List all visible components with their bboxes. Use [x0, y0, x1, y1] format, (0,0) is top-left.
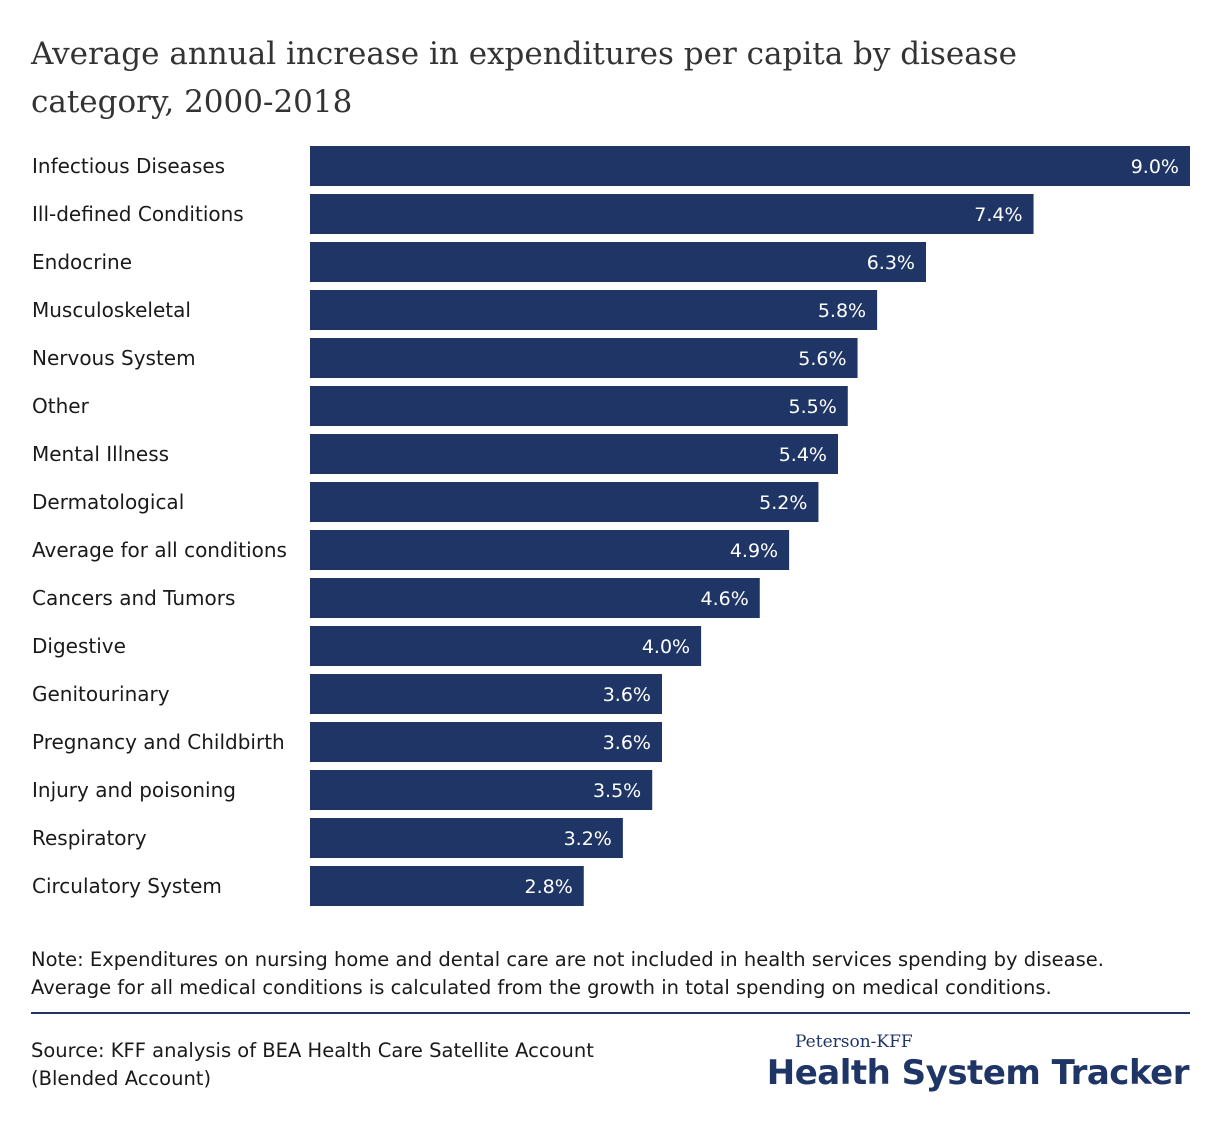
- source-line-1: Source: KFF analysis of BEA Health Care …: [31, 1039, 594, 1062]
- bar-value-label: 2.8%: [524, 876, 572, 898]
- bar-value-label: 9.0%: [1131, 156, 1179, 178]
- chart-source: Source: KFF analysis of BEA Health Care …: [31, 1037, 671, 1093]
- bar-value-label: 7.4%: [974, 204, 1022, 226]
- chart-note: Note: Expenditures on nursing home and d…: [31, 946, 1201, 1002]
- bar: [310, 146, 1190, 186]
- bar-value-label: 5.5%: [788, 396, 836, 418]
- source-line-2: (Blended Account): [31, 1067, 212, 1090]
- divider: [31, 1012, 1190, 1014]
- category-label: Respiratory: [32, 826, 147, 850]
- category-label: Infectious Diseases: [32, 154, 225, 178]
- category-label: Mental Illness: [32, 442, 169, 466]
- bar: [310, 578, 760, 618]
- category-labels: Infectious Diseases Ill-defined Condition…: [32, 154, 287, 898]
- category-label: Dermatological: [32, 490, 184, 514]
- bar-chart: Infectious Diseases Ill-defined Condition…: [32, 146, 1190, 906]
- category-label: Endocrine: [32, 250, 132, 274]
- value-labels: 9.0% 7.4% 6.3% 5.8% 5.6% 5.5% 5.4% 5.2% 4.9% 4.6%…: [524, 156, 1179, 898]
- category-label: Injury and poisoning: [32, 778, 236, 802]
- bar: [310, 482, 819, 522]
- category-label: Digestive: [32, 634, 126, 658]
- chart-title-line-1: Average annual increase in expenditures …: [31, 36, 1018, 72]
- bar: [310, 770, 653, 810]
- category-label: Average for all conditions: [32, 538, 287, 562]
- category-label: Circulatory System: [32, 874, 222, 898]
- bars: [310, 146, 1190, 906]
- bar-value-label: 5.6%: [798, 348, 846, 370]
- bar-value-label: 5.8%: [818, 300, 866, 322]
- note-line-1: Note: Expenditures on nursing home and d…: [31, 948, 1104, 971]
- category-label: Other: [32, 394, 90, 418]
- bar: [310, 722, 662, 762]
- chart-title: Average annual increase in expenditures …: [31, 30, 1181, 126]
- category-label: Ill-defined Conditions: [32, 202, 244, 226]
- bar-value-label: 3.2%: [564, 828, 612, 850]
- bar-value-label: 4.9%: [730, 540, 778, 562]
- bar-value-label: 5.4%: [779, 444, 827, 466]
- chart-title-line-2: category, 2000-2018: [31, 84, 353, 120]
- brand-logo: Health System Tracker: [766, 1053, 1190, 1093]
- category-label: Cancers and Tumors: [32, 586, 235, 610]
- category-label: Musculoskeletal: [32, 298, 191, 322]
- bar-value-label: 5.2%: [759, 492, 807, 514]
- bar: [310, 818, 623, 858]
- bar: [310, 866, 584, 906]
- category-label: Nervous System: [32, 346, 196, 370]
- category-label: Genitourinary: [32, 682, 170, 706]
- note-line-2: Average for all medical conditions is ca…: [31, 976, 1052, 999]
- bar-value-label: 3.6%: [603, 732, 651, 754]
- bar: [310, 338, 858, 378]
- bar-value-label: 3.5%: [593, 780, 641, 802]
- category-label: Pregnancy and Childbirth: [32, 730, 285, 754]
- bar: [310, 290, 878, 330]
- bar: [310, 434, 838, 474]
- bar-value-label: 4.0%: [642, 636, 690, 658]
- brand-subtitle: Peterson-KFF: [795, 1032, 913, 1052]
- bar: [310, 386, 848, 426]
- bar: [310, 530, 790, 570]
- bar: [310, 242, 926, 282]
- bar-value-label: 3.6%: [603, 684, 651, 706]
- bar-value-label: 4.6%: [700, 588, 748, 610]
- bar: [310, 626, 702, 666]
- bar-value-label: 6.3%: [867, 252, 915, 274]
- bar: [310, 674, 662, 714]
- bar: [310, 194, 1034, 234]
